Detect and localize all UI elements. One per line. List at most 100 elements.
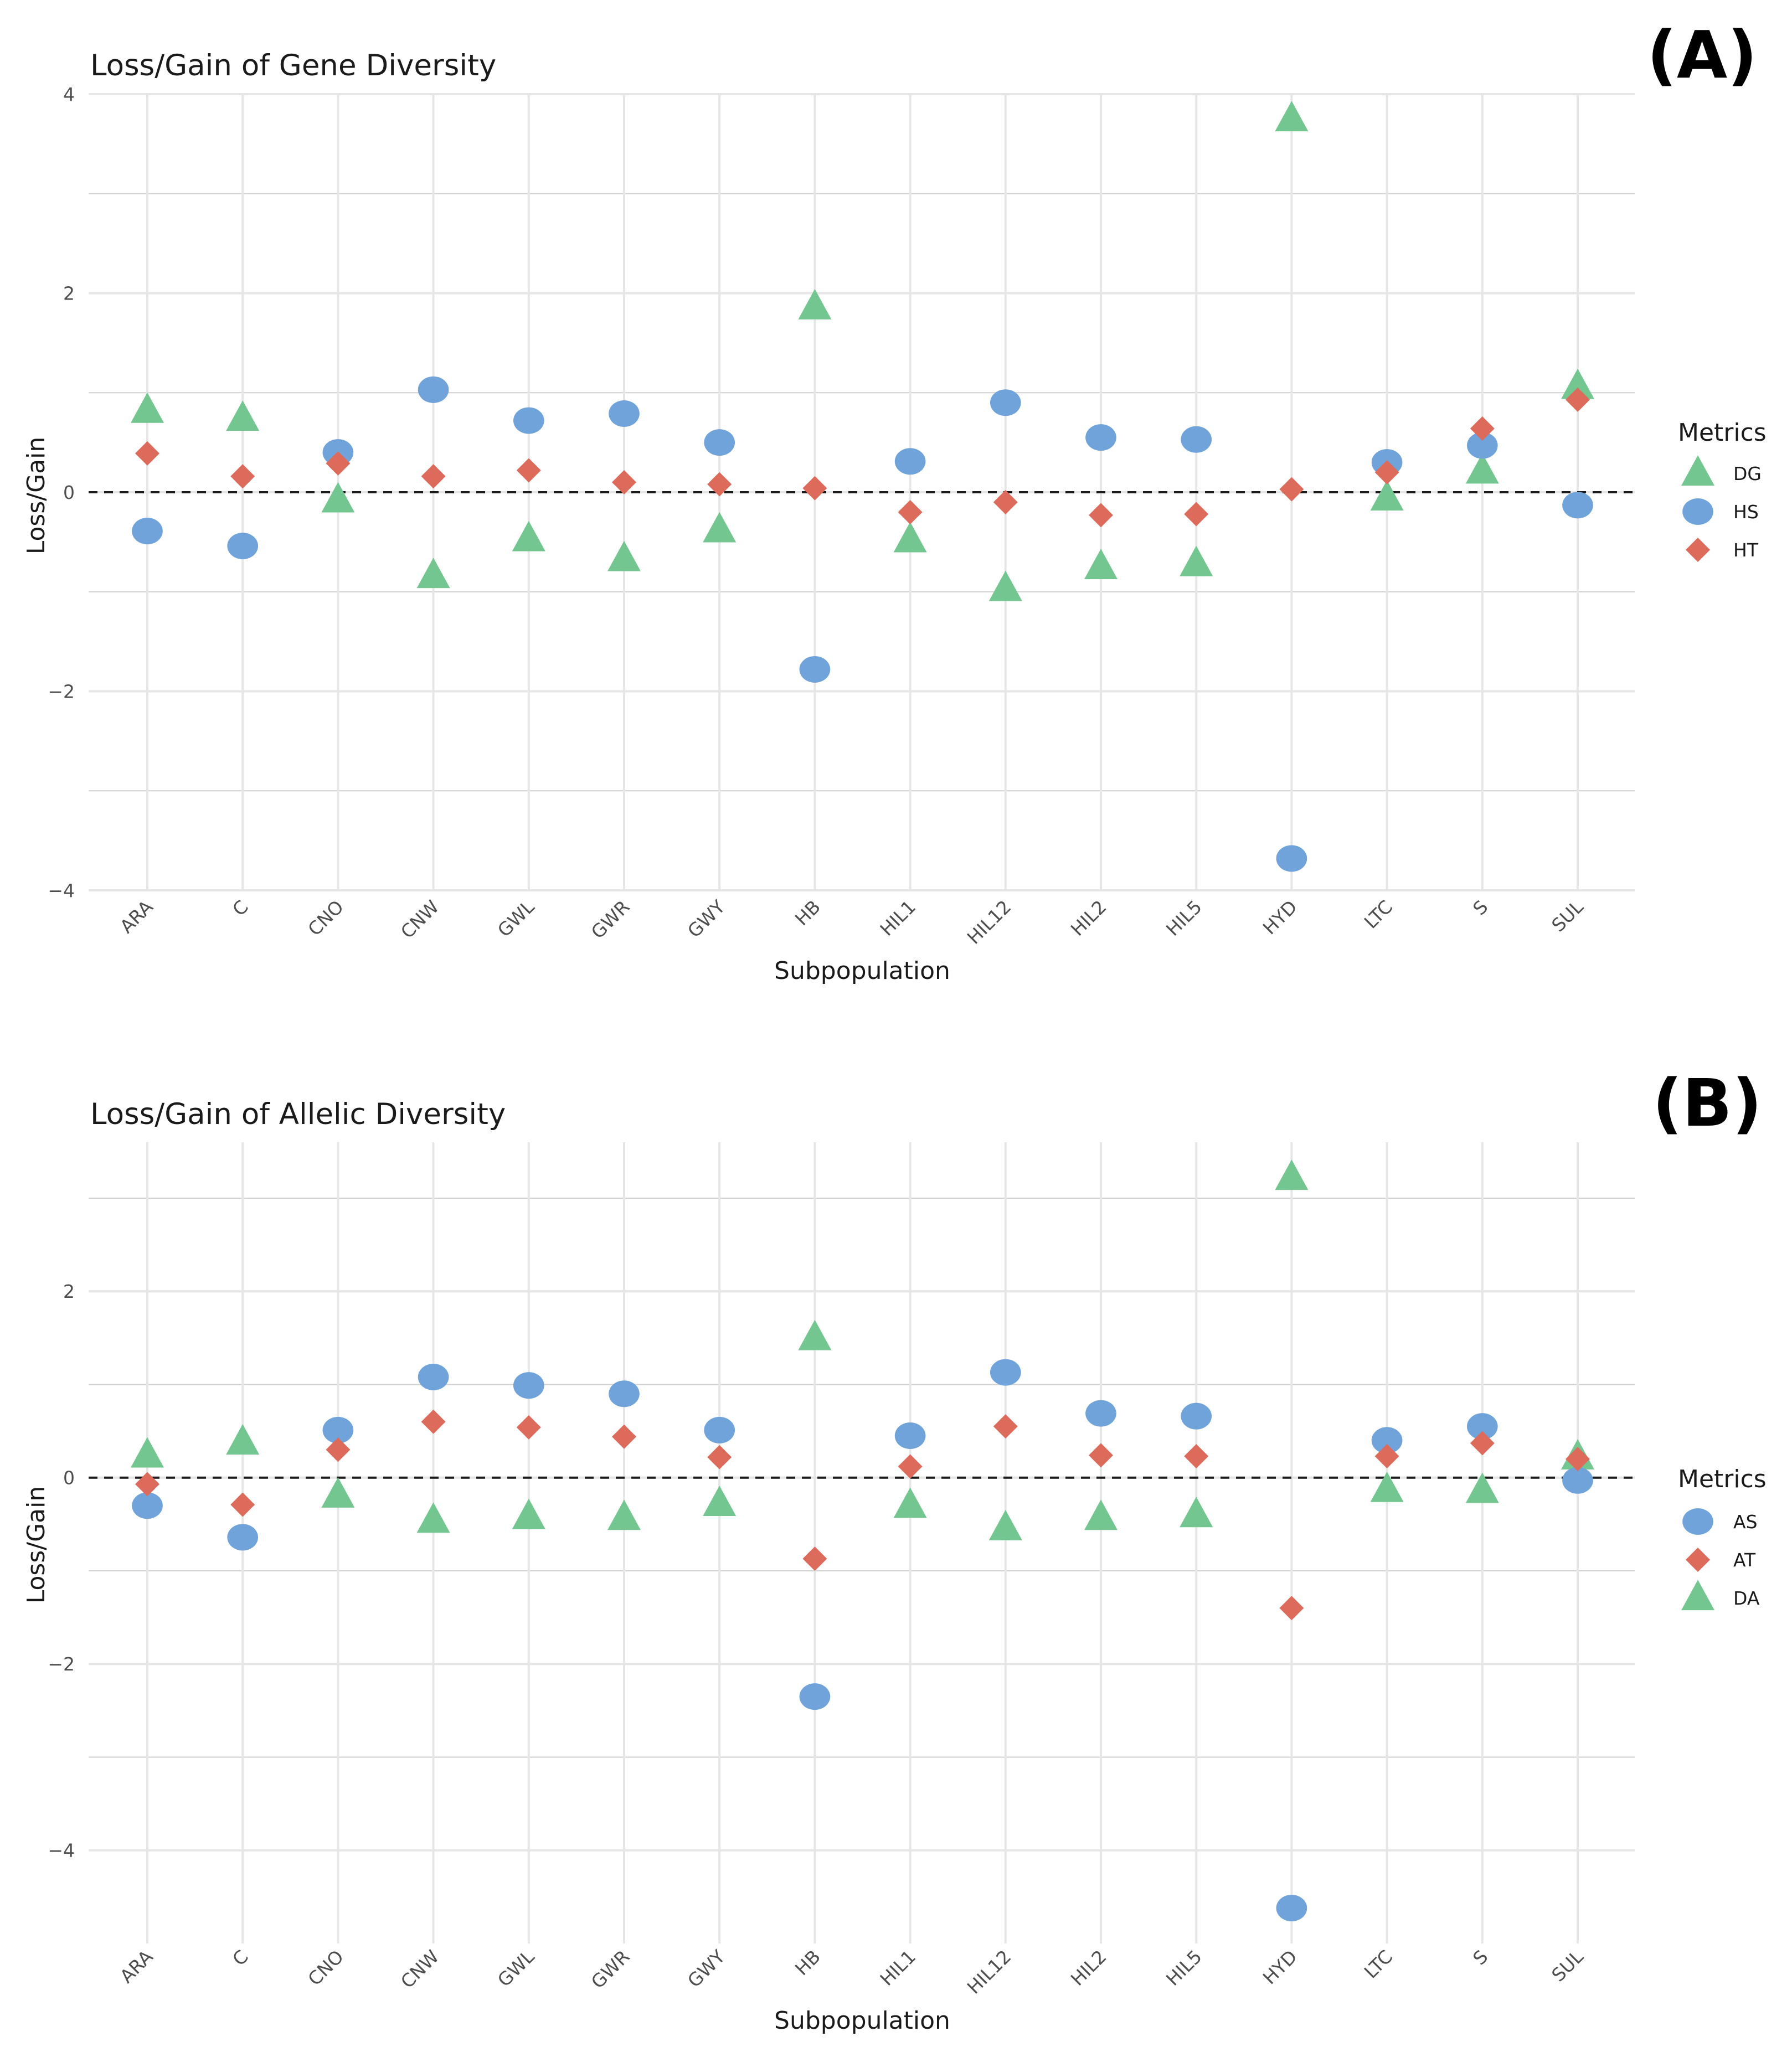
data-point-as xyxy=(418,1364,449,1391)
data-point-ht xyxy=(1184,502,1209,527)
data-point-ht xyxy=(135,441,159,466)
panel-a-x-axis-title: Subpopulation xyxy=(774,957,950,985)
data-point-dg xyxy=(1465,453,1499,484)
data-point-da xyxy=(512,1498,545,1529)
data-point-hs xyxy=(513,407,544,434)
data-point-da xyxy=(131,1437,164,1468)
data-point-hs xyxy=(704,429,735,456)
legend-label-da: DA xyxy=(1733,1587,1760,1609)
data-point-at xyxy=(1184,1444,1209,1469)
x-tick-label: CNW xyxy=(396,1946,443,1992)
x-tick-label: LTC xyxy=(1360,1946,1397,1983)
data-point-dg xyxy=(607,540,641,571)
data-point-dg xyxy=(1275,101,1309,132)
data-point-ht xyxy=(326,451,351,476)
legend-label-at: AT xyxy=(1733,1549,1756,1571)
data-point-da xyxy=(416,1502,450,1533)
data-point-dg xyxy=(1084,549,1118,579)
x-tick-label: GWL xyxy=(493,1946,539,1991)
data-point-da xyxy=(1084,1499,1118,1530)
panel-b-title: Loss/Gain of Allelic Diversity xyxy=(90,1097,506,1131)
data-point-ht xyxy=(898,499,923,524)
data-point-hs xyxy=(609,400,640,427)
x-tick-label: HYD xyxy=(1259,1946,1301,1988)
data-point-ht xyxy=(1089,503,1113,528)
data-point-as xyxy=(1562,1467,1593,1494)
data-point-ht xyxy=(230,464,255,489)
data-point-at xyxy=(1089,1443,1113,1468)
data-point-at xyxy=(612,1424,636,1449)
data-point-as xyxy=(609,1380,640,1407)
x-tick-label: ARA xyxy=(116,896,157,937)
data-point-hs xyxy=(894,448,926,475)
data-point-at xyxy=(1566,1447,1590,1472)
data-point-ht xyxy=(421,464,446,489)
data-point-as xyxy=(227,1524,259,1551)
data-point-as xyxy=(132,1492,163,1519)
x-tick-label: ARA xyxy=(116,1946,157,1987)
data-point-dg xyxy=(131,392,164,423)
data-point-hs xyxy=(1085,424,1116,451)
data-point-at xyxy=(326,1437,351,1462)
legend-title: Metrics xyxy=(1678,419,1767,447)
legend-key-dg xyxy=(1681,455,1714,486)
x-tick-label: GWY xyxy=(683,1945,730,1992)
data-point-hs xyxy=(1562,492,1593,519)
data-point-da xyxy=(1465,1472,1499,1503)
data-point-ht xyxy=(1374,460,1399,485)
x-tick-label: CNO xyxy=(303,1946,348,1990)
data-point-at xyxy=(421,1409,446,1434)
data-point-hs xyxy=(990,389,1021,416)
x-tick-label: SUL xyxy=(1547,896,1588,936)
legend-key-da xyxy=(1681,1580,1714,1611)
y-tick-label: −4 xyxy=(48,1840,75,1862)
data-point-da xyxy=(226,1424,260,1455)
data-point-at xyxy=(1374,1444,1399,1469)
legend-key-hs xyxy=(1682,498,1713,525)
data-point-at xyxy=(993,1414,1018,1439)
data-point-at xyxy=(707,1445,732,1469)
data-point-da xyxy=(1370,1471,1404,1502)
data-point-at xyxy=(802,1546,827,1571)
legend-label-as: AS xyxy=(1733,1511,1758,1533)
data-point-as xyxy=(1181,1403,1212,1430)
panel-a-y-axis-title: Loss/Gain xyxy=(22,437,50,555)
legend-key-as xyxy=(1682,1508,1713,1535)
data-point-as xyxy=(990,1359,1021,1386)
legend-label-dg: DG xyxy=(1733,463,1762,484)
data-point-ht xyxy=(612,470,636,495)
x-tick-label: CNW xyxy=(396,896,443,942)
data-point-da xyxy=(703,1486,737,1517)
x-tick-label: CNO xyxy=(303,896,348,940)
x-tick-label: S xyxy=(1469,1946,1492,1969)
legend-key-at xyxy=(1686,1548,1710,1572)
data-point-hs xyxy=(227,533,259,560)
y-tick-label: 0 xyxy=(63,482,75,503)
y-tick-label: −4 xyxy=(48,880,75,901)
data-point-da xyxy=(988,1509,1022,1540)
data-point-as xyxy=(1466,1413,1498,1440)
data-point-dg xyxy=(321,482,355,513)
data-point-dg xyxy=(1370,480,1404,511)
data-point-as xyxy=(894,1422,926,1450)
data-point-dg xyxy=(1561,368,1594,399)
data-point-as xyxy=(1276,1895,1307,1922)
y-tick-label: −2 xyxy=(48,681,75,703)
panel-a-title: Loss/Gain of Gene Diversity xyxy=(90,49,496,83)
panel-b: (B) Loss/Gain of Allelic Diversity Subpo… xyxy=(22,1065,1767,2035)
data-point-dg xyxy=(416,558,450,589)
panel-b-y-axis-title: Loss/Gain xyxy=(22,1486,50,1604)
data-point-dg xyxy=(1180,545,1213,576)
legend-title: Metrics xyxy=(1678,1465,1767,1493)
data-point-hs xyxy=(418,376,449,403)
legend-key-ht xyxy=(1686,538,1710,562)
data-point-as xyxy=(704,1416,735,1443)
data-point-da xyxy=(893,1487,927,1518)
data-point-ht xyxy=(802,476,827,501)
panel-b-x-axis-title: Subpopulation xyxy=(774,2007,950,2035)
x-tick-label: HIL12 xyxy=(963,1946,1016,1998)
x-tick-label: HIL12 xyxy=(963,896,1016,948)
y-tick-label: 2 xyxy=(63,283,75,305)
data-point-dg xyxy=(703,512,737,543)
